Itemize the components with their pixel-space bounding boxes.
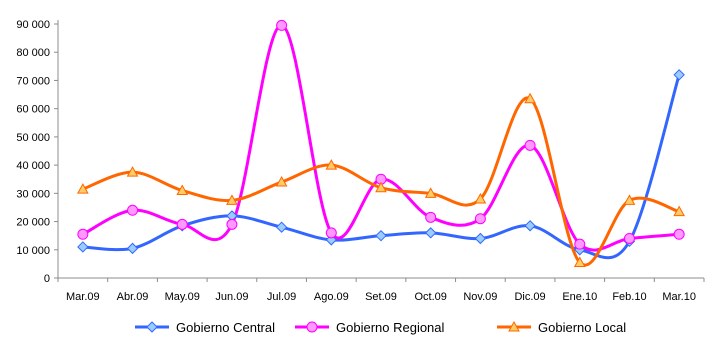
data-point-gobierno-local <box>524 92 536 104</box>
series-lines <box>81 23 681 267</box>
data-point-gobierno-local <box>176 184 189 196</box>
data-point-gobierno-regional <box>673 228 685 240</box>
data-point-gobierno-regional <box>474 213 486 225</box>
data-point-gobierno-local <box>673 205 686 217</box>
y-tick-label: 90 000 <box>16 19 50 31</box>
data-point-gobierno-local <box>275 176 288 187</box>
x-tick-label: Feb.10 <box>612 291 646 303</box>
data-point-gobierno-regional <box>425 211 437 223</box>
x-tick-label: Ago.09 <box>314 291 349 303</box>
data-point-gobierno-local <box>474 192 487 204</box>
legend-item-gobierno-local: Gobierno Local <box>497 320 626 335</box>
x-tick-label: Oct.09 <box>414 291 446 303</box>
data-point-gobierno-regional <box>574 238 586 250</box>
data-point-gobierno-regional <box>127 204 139 216</box>
data-point-gobierno-central <box>524 220 536 232</box>
data-point-gobierno-central <box>424 227 437 239</box>
data-point-gobierno-local <box>126 166 139 177</box>
data-point-gobierno-regional <box>77 228 89 240</box>
x-tick-label: Jun.09 <box>215 291 248 303</box>
data-point-gobierno-central <box>275 221 288 233</box>
x-tick-label: May.09 <box>165 291 200 303</box>
data-point-gobierno-regional <box>226 218 238 230</box>
data-point-gobierno-local <box>226 194 238 205</box>
data-point-gobierno-local <box>375 181 387 193</box>
y-tick-label: 30 000 <box>16 188 50 200</box>
data-point-gobierno-local <box>573 256 586 267</box>
x-tick-label: Ene.10 <box>562 291 597 303</box>
data-point-gobierno-local <box>424 187 437 198</box>
y-tick-label: 20 000 <box>16 217 50 229</box>
data-point-gobierno-regional <box>276 19 288 31</box>
x-tick-label: Jul.09 <box>267 291 296 303</box>
y-tick-label: 70 000 <box>16 75 50 87</box>
x-tick-label: Abr.09 <box>117 291 149 303</box>
y-tick-label: 10 000 <box>16 245 50 257</box>
x-tick-label: Mar.09 <box>66 291 100 303</box>
data-point-gobierno-regional <box>325 227 337 239</box>
y-tick-label: 0 <box>44 273 50 285</box>
y-tick-label: 60 000 <box>16 104 50 116</box>
data-point-gobierno-local <box>623 194 636 205</box>
x-tick-label: Nov.09 <box>463 291 497 303</box>
y-tick-label: 80 000 <box>16 47 50 59</box>
legend-item-gobierno-regional: Gobierno Regional <box>295 320 445 335</box>
data-point-gobierno-local <box>76 183 89 194</box>
legend-swatch-marker <box>306 321 318 333</box>
legend-swatch-marker <box>508 320 520 332</box>
data-point-gobierno-central <box>126 242 139 255</box>
legend-label: Gobierno Central <box>176 320 275 335</box>
y-tick-label: 50 000 <box>16 132 50 144</box>
data-point-gobierno-central <box>673 69 685 81</box>
data-point-gobierno-central <box>77 241 89 253</box>
legend-swatch-marker <box>146 321 158 333</box>
legend-label: Gobierno Regional <box>336 320 445 335</box>
data-point-gobierno-central <box>375 229 387 242</box>
x-tick-label: Set.09 <box>365 291 397 303</box>
y-tick-label: 40 000 <box>16 160 50 172</box>
legend: Gobierno Central Gobierno Regional Gobiern… <box>135 320 626 335</box>
data-point-gobierno-regional <box>623 232 635 244</box>
data-point-gobierno-regional <box>524 139 536 151</box>
legend-item-gobierno-central: Gobierno Central <box>135 320 275 335</box>
series-line-gobierno-regional <box>81 23 681 252</box>
data-point-gobierno-local <box>325 159 338 170</box>
x-tick-label: Dic.09 <box>514 291 545 303</box>
data-point-gobierno-central <box>474 232 487 245</box>
axes: 0 10 000 20 000 30 000 40 000 50 000 60 000 70 … <box>16 19 705 303</box>
series-markers <box>76 19 686 267</box>
x-tick-label: Mar.10 <box>662 291 696 303</box>
legend-label: Gobierno Local <box>538 320 626 335</box>
data-point-gobierno-regional <box>176 218 188 230</box>
